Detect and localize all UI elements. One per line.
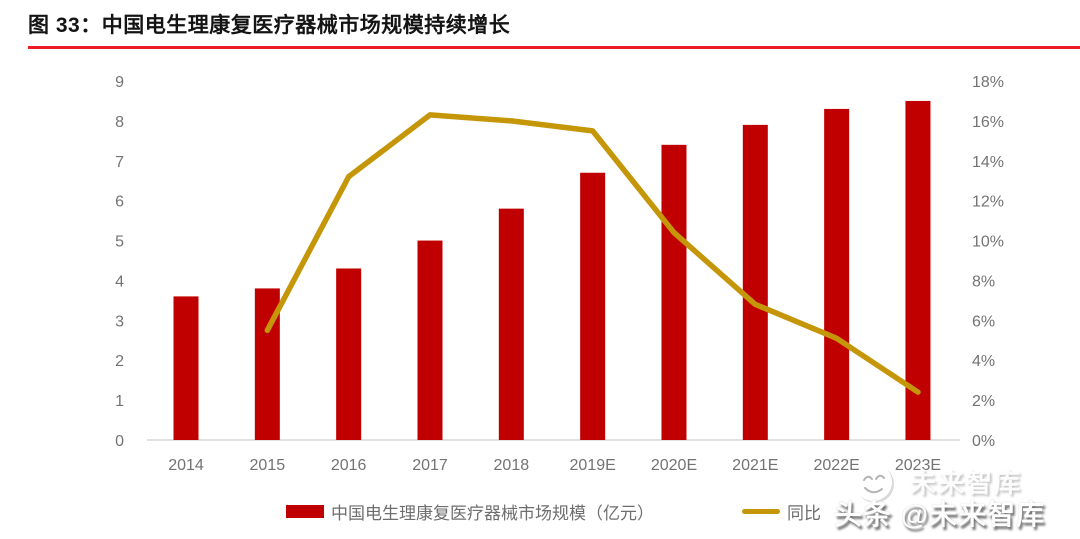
- y-left-tick-label: 8: [115, 114, 124, 131]
- legend-item-yoy: 同比: [742, 499, 821, 524]
- x-axis-label: 2022E: [814, 457, 860, 474]
- yoy-line: [264, 112, 921, 395]
- y-right-tick-label: 12%: [972, 194, 1004, 211]
- y-left-tick-label: 7: [115, 154, 124, 171]
- bar-2014: [173, 296, 199, 440]
- y-right-tick-label: 4%: [972, 353, 995, 370]
- y-right-tick-label: 6%: [972, 313, 995, 330]
- figure-title: 图 33：中国电生理康复医疗器械市场规模持续增长: [28, 14, 511, 37]
- y-left-tick-label: 4: [115, 273, 124, 290]
- x-axis-label: 2020E: [651, 457, 697, 474]
- x-axis-label: 2016: [331, 457, 367, 474]
- x-axis-label: 2017: [412, 457, 448, 474]
- y-left-tick-label: 0: [115, 433, 124, 450]
- y-right-tick-label: 14%: [972, 154, 1004, 171]
- y-right-tick-label: 8%: [972, 273, 995, 290]
- x-axis-label: 2023E: [895, 457, 941, 474]
- title-underline: [28, 46, 1080, 49]
- y-right-tick-label: 0%: [972, 433, 995, 450]
- bar-2018: [498, 208, 524, 440]
- bar-2022E: [824, 108, 850, 440]
- y-right-tick-label: 16%: [972, 114, 1004, 131]
- y-left-tick-label: 6: [115, 194, 124, 211]
- y-right-tick-label: 10%: [972, 234, 1004, 251]
- legend-item-market-size: 中国电生理康复医疗器械市场规模（亿元）: [286, 499, 654, 524]
- x-axis-label: 2015: [250, 457, 286, 474]
- y-left-tick-label: 3: [115, 313, 124, 330]
- x-axis-label: 2018: [494, 457, 530, 474]
- bar-2019E: [580, 172, 606, 440]
- x-axis-label: 2014: [168, 457, 204, 474]
- legend-label-yoy: 同比: [787, 504, 821, 523]
- bar-2021E: [742, 124, 768, 440]
- y-left-tick-label: 2: [115, 353, 124, 370]
- line-series-swatch: [742, 509, 780, 514]
- y-left-tick-label: 5: [115, 234, 124, 251]
- y-right-tick-label: 2%: [972, 393, 995, 410]
- bar-2016: [336, 268, 362, 440]
- bar-series-swatch: [286, 505, 324, 518]
- x-axis-label: 2021E: [732, 457, 778, 474]
- x-axis-label: 2019E: [570, 457, 616, 474]
- legend-label-market-size: 中国电生理康复医疗器械市场规模（亿元）: [331, 504, 654, 523]
- chart-legend: 中国电生理康复医疗器械市场规模（亿元） 同比: [147, 499, 960, 524]
- y-left-tick-label: 1: [115, 393, 124, 410]
- bar-2020E: [661, 144, 687, 441]
- y-left-tick-label: 9: [115, 74, 124, 91]
- y-right-tick-label: 18%: [972, 74, 1004, 91]
- bar-2017: [417, 240, 443, 440]
